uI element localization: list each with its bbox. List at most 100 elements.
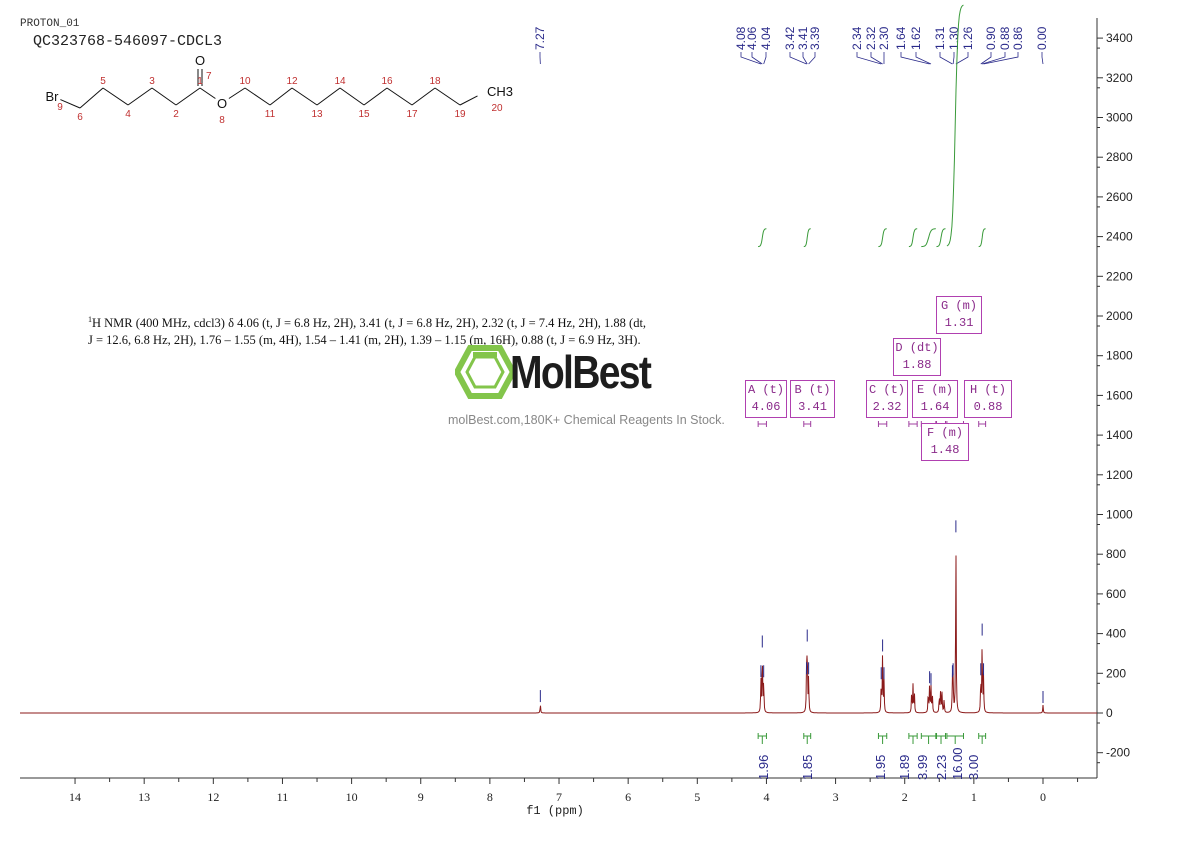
atom-number: 16 — [381, 76, 393, 87]
integral-curve — [878, 228, 887, 248]
bond — [411, 87, 436, 106]
peak-label-leader — [802, 52, 808, 65]
y-tick-label: 2000 — [1106, 309, 1133, 323]
peak-label: 0.88 — [998, 26, 1012, 50]
x-tick-label: 3 — [833, 790, 839, 804]
sample-id: QC323768-546097-CDCL3 — [33, 33, 223, 50]
multiplet-shift: 1.48 — [930, 443, 960, 457]
molbest-brand: MolBest — [510, 346, 652, 398]
peak-label-leader — [900, 52, 930, 65]
bond — [291, 87, 318, 106]
atom-number: 6 — [77, 112, 83, 123]
integral-value: 1.85 — [800, 755, 815, 780]
y-tick-label: 2800 — [1106, 150, 1133, 164]
multiplet-box-f: F (m) 1.48 — [921, 423, 969, 461]
y-tick-label: 1000 — [1106, 508, 1133, 522]
x-tick-label: 7 — [556, 790, 562, 804]
x-tick-label: 8 — [487, 790, 493, 804]
peak-label-leader — [763, 52, 767, 65]
bond — [102, 87, 129, 106]
peak-label: 0.00 — [1035, 26, 1049, 50]
x-tick-label: 10 — [346, 790, 358, 804]
multiplet-name: B (t) — [794, 383, 831, 397]
multiplet-box-c: C (t) 2.32 — [866, 380, 908, 418]
atom-number: 2 — [173, 109, 179, 120]
watermark-tagline: molBest.com,180K+ Chemical Reagents In S… — [448, 413, 725, 427]
y-tick-label: 200 — [1106, 666, 1126, 680]
bond — [79, 87, 104, 109]
bond — [363, 87, 388, 106]
multiplet-range — [877, 421, 888, 427]
atom-number: 17 — [406, 109, 418, 120]
integral-curve — [758, 228, 767, 248]
x-tick-label: 11 — [277, 790, 289, 804]
integral-curve — [921, 228, 936, 248]
atom-number: 11 — [265, 109, 276, 120]
multiplet-box-a: A (t) 4.06 — [745, 380, 787, 418]
peak-label: 7.27 — [533, 26, 547, 50]
y-tick-label: -200 — [1106, 746, 1130, 760]
multiplet-name: F (m) — [926, 426, 963, 440]
molbest-logo-icon — [453, 345, 517, 399]
integral-value: 1.96 — [756, 755, 771, 780]
peak-label: 1.30 — [947, 26, 961, 50]
peak-label: 0.90 — [984, 26, 998, 50]
multiplet-range — [908, 421, 918, 427]
multiplet-range — [803, 421, 812, 427]
y-tick-label: 0 — [1106, 706, 1113, 720]
integral-curve — [978, 228, 986, 248]
bond — [434, 87, 461, 106]
peak-label: 0.86 — [1011, 26, 1025, 50]
multiplet-range — [757, 421, 767, 427]
peak-label-leader — [939, 52, 953, 65]
atom-number: 13 — [311, 109, 323, 120]
x-tick-label: 13 — [138, 790, 150, 804]
peak-label-leader — [980, 52, 992, 65]
atom-number: 1 — [197, 76, 203, 87]
peak-label: 1.64 — [894, 26, 908, 50]
y-tick-label: 400 — [1106, 627, 1126, 641]
atom-number: 19 — [454, 109, 466, 120]
bond — [339, 87, 365, 106]
integral-bracket — [920, 733, 937, 744]
integral-curve — [803, 228, 811, 248]
atom-number: 18 — [429, 76, 441, 87]
x-axis-label: f1 (ppm) — [526, 804, 584, 818]
integral-value: 3.00 — [966, 755, 981, 780]
atom-label: Br — [46, 89, 60, 104]
x-tick-label: 1 — [971, 790, 977, 804]
atom-number: 4 — [125, 109, 131, 120]
atom-label-ch3: CH3 — [487, 84, 513, 99]
x-tick-label: 12 — [207, 790, 219, 804]
atom-number: 15 — [358, 109, 370, 120]
integral-bracket — [936, 733, 947, 744]
integral-bracket — [803, 733, 812, 744]
peak-label: 3.39 — [808, 26, 822, 50]
multiplet-shift: 1.31 — [944, 316, 974, 330]
peak-label: 3.42 — [783, 26, 797, 50]
peak-label-leader — [983, 52, 1019, 65]
atom-number: 7 — [206, 71, 212, 82]
spectrum-line — [20, 555, 1097, 714]
peak-label: 2.34 — [850, 26, 864, 50]
x-tick-label: 2 — [902, 790, 908, 804]
integral-value: 3.99 — [915, 755, 930, 780]
integral-value: 16.00 — [950, 747, 965, 780]
x-tick-label: 0 — [1040, 790, 1046, 804]
y-tick-label: 3000 — [1106, 111, 1133, 125]
bond — [175, 87, 201, 106]
y-tick-label: 800 — [1106, 547, 1126, 561]
peak-label: 1.31 — [933, 26, 947, 50]
x-tick-label: 4 — [763, 790, 769, 804]
peak-label: 2.32 — [864, 26, 878, 50]
multiplet-name: C (t) — [868, 383, 905, 397]
bond — [269, 87, 293, 106]
integral-value: 2.23 — [934, 755, 949, 780]
y-tick-label: 1800 — [1106, 349, 1133, 363]
integral-value: 1.95 — [873, 755, 888, 780]
atom-number: 12 — [286, 76, 298, 87]
peak-label: 4.08 — [734, 26, 748, 50]
multiplet-box-h: H (t) 0.88 — [964, 380, 1012, 418]
bond — [386, 87, 413, 106]
atom-number: 8 — [219, 115, 225, 126]
